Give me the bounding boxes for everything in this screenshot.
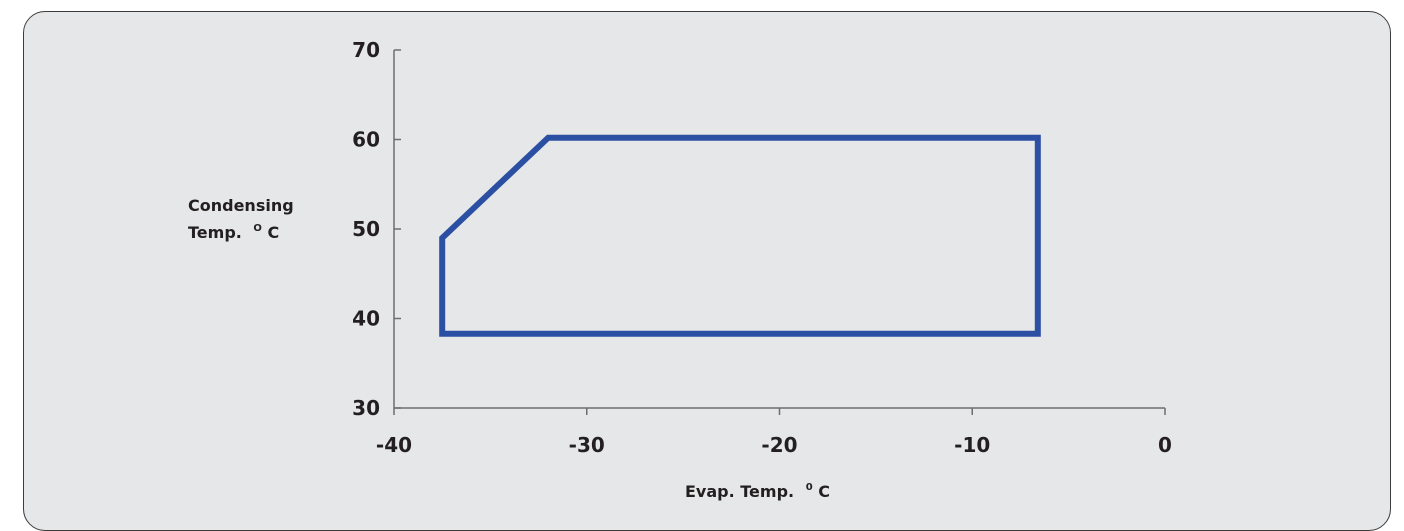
y-tick-label: 30 bbox=[352, 396, 380, 420]
envelope-line bbox=[439, 134, 1041, 337]
y-axis-unit-degree: O bbox=[253, 223, 262, 234]
chart-series bbox=[439, 134, 1041, 337]
y-axis-title-line1: Condensing bbox=[188, 196, 294, 215]
y-axis-title-line2: Temp. O C bbox=[188, 216, 279, 242]
chart-panel bbox=[23, 11, 1391, 531]
chart-axes bbox=[393, 50, 1165, 409]
x-axis-unit-degree: 0 bbox=[806, 482, 813, 493]
x-tick-label: -30 bbox=[569, 433, 605, 457]
y-tick-label: 50 bbox=[352, 217, 380, 241]
y-tick-label: 70 bbox=[352, 38, 380, 62]
x-tick-label: -20 bbox=[761, 433, 797, 457]
y-tick-label: 60 bbox=[352, 128, 380, 152]
chart-ticks: 30 40 50 60 70 -40 -30 -20 -10 0 bbox=[352, 38, 1172, 457]
y-tick-label: 40 bbox=[352, 307, 380, 331]
x-tick-label: -40 bbox=[376, 433, 412, 457]
x-axis-unit: C bbox=[818, 482, 830, 501]
x-tick-label: 0 bbox=[1158, 433, 1172, 457]
y-axis-title-text: Temp. bbox=[188, 223, 242, 242]
x-tick-label: -10 bbox=[954, 433, 990, 457]
operating-envelope-chart: 30 40 50 60 70 -40 -30 -20 -10 0 Condensing Temp.… bbox=[188, 38, 1172, 501]
x-axis-title-text: Evap. Temp. bbox=[685, 482, 794, 501]
x-axis-title: Evap. Temp. 0 C bbox=[685, 475, 830, 501]
y-axis-unit: C bbox=[268, 223, 280, 242]
